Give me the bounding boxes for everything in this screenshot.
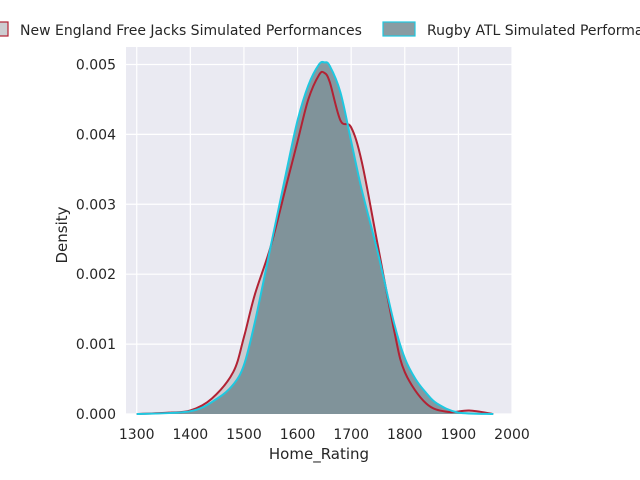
legend-entry-2: Rugby ATL Simulated Performances: [382, 21, 640, 39]
x-tick-label: 1300: [119, 427, 155, 443]
y-axis-label: Density: [53, 206, 71, 263]
x-tick-label: 2000: [494, 427, 530, 443]
y-tick-label: 0.001: [76, 337, 116, 353]
legend-label: New England Free Jacks Simulated Perform…: [20, 23, 362, 39]
y-axis-ticks: 0.000 0.001 0.002 0.003 0.004 0.005: [76, 57, 116, 423]
legend-label: Rugby ATL Simulated Performances: [427, 23, 640, 39]
legend: New England Free Jacks Simulated Perform…: [0, 21, 640, 39]
y-tick-label: 0.000: [76, 407, 116, 423]
x-tick-label: 1800: [387, 427, 423, 443]
x-axis-ticks: 1300 1400 1500 1600 1700 1800 1900 2000: [119, 427, 530, 443]
y-tick-label: 0.003: [76, 197, 116, 213]
series-line-1: [136, 70, 494, 415]
legend-swatch: [382, 21, 416, 37]
x-tick-label: 1600: [280, 427, 316, 443]
y-tick-label: 0.005: [76, 57, 116, 73]
series-area-2: [136, 61, 494, 415]
legend-swatch: [0, 21, 9, 37]
x-tick-label: 1700: [333, 427, 369, 443]
density-series: [136, 60, 494, 415]
x-axis-label: Home_Rating: [269, 445, 369, 464]
x-tick-label: 1900: [441, 427, 477, 443]
x-tick-label: 1400: [173, 427, 209, 443]
y-tick-label: 0.002: [76, 267, 116, 283]
y-tick-label: 0.004: [76, 127, 116, 143]
series-line-2: [136, 60, 494, 415]
x-tick-label: 1500: [226, 427, 262, 443]
legend-entry-1: New England Free Jacks Simulated Perform…: [0, 21, 362, 39]
